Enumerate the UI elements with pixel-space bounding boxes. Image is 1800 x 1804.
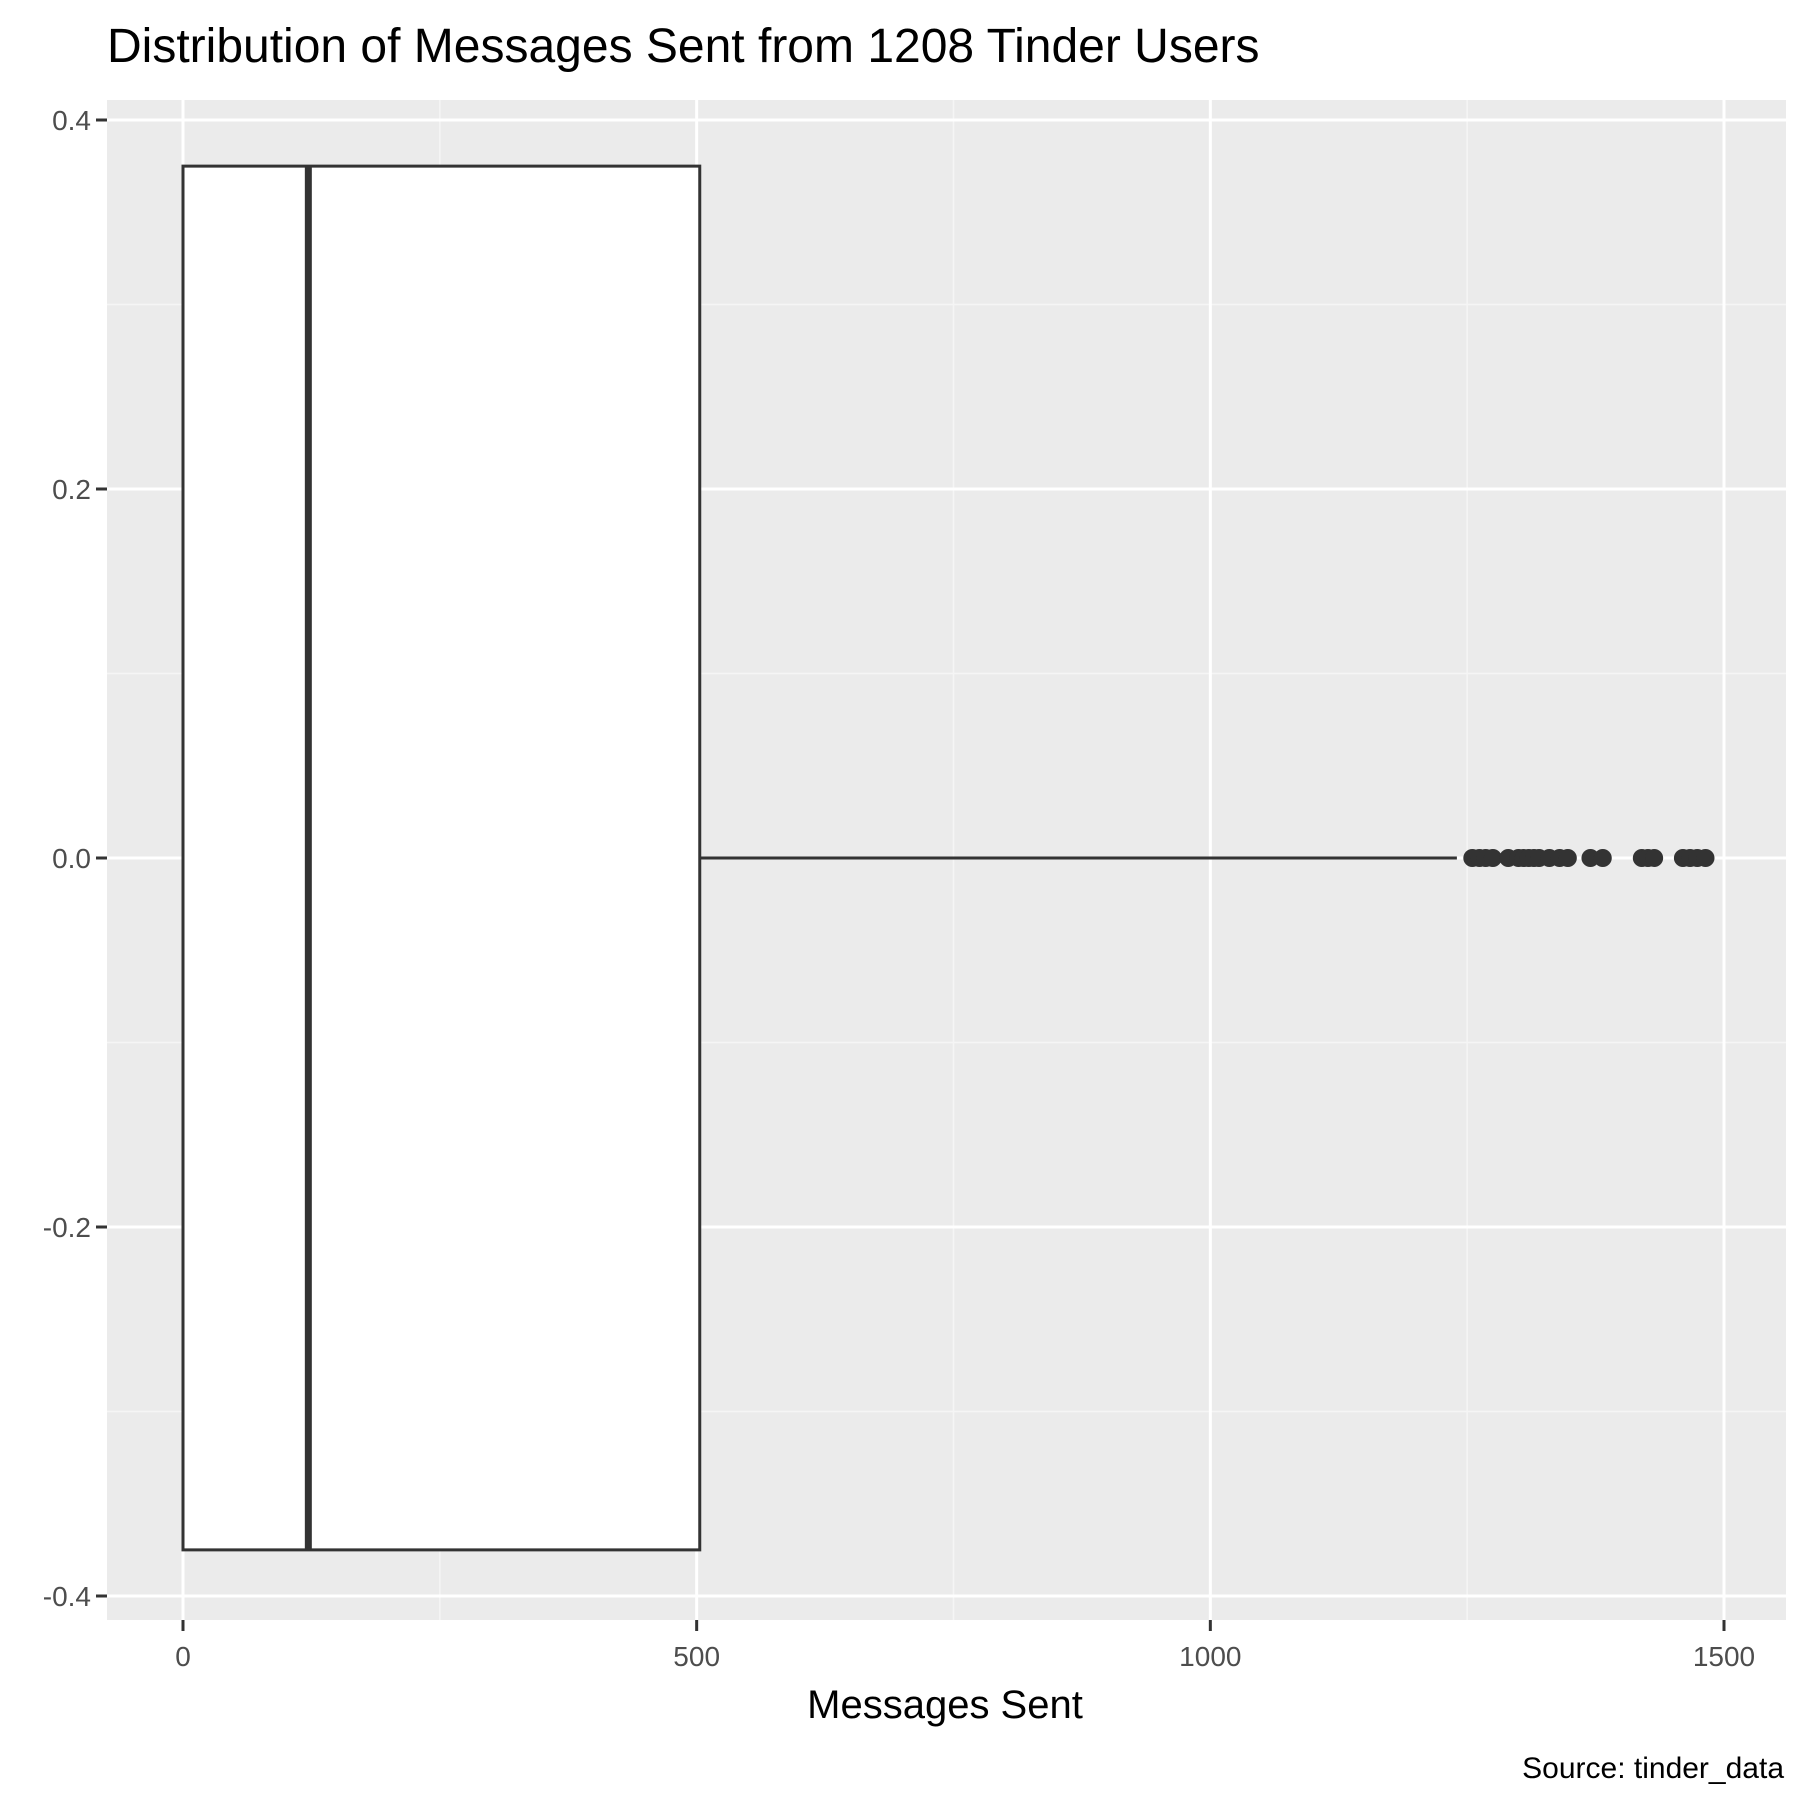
outlier-point — [1483, 849, 1502, 867]
outlier-point — [1696, 849, 1715, 867]
x-axis-title: Messages Sent — [807, 1683, 1083, 1727]
box-group — [181, 164, 1457, 1552]
outlier-points — [1463, 849, 1715, 867]
axes: 0.4 0.2 0.0 -0.2 -0.4 0 500 1000 1500 — [43, 105, 1755, 1672]
chart-title: Distribution of Messages Sent from 1208 … — [107, 20, 1260, 73]
iqr-box — [181, 164, 702, 1552]
y-tick-label: 0.2 — [52, 474, 91, 505]
x-tick-label: 500 — [673, 1641, 720, 1672]
y-tick-label: 0.0 — [52, 843, 91, 874]
x-tick-label: 0 — [175, 1641, 191, 1672]
x-tick-label: 1500 — [1693, 1641, 1755, 1672]
outlier-point — [1558, 849, 1577, 867]
y-tick-label: -0.4 — [43, 1581, 91, 1612]
y-tick-label: -0.2 — [43, 1212, 91, 1243]
x-tick-label: 1000 — [1179, 1641, 1241, 1672]
outlier-point — [1645, 849, 1664, 867]
chart-caption: Source: tinder_data — [1522, 1752, 1784, 1785]
outlier-point — [1581, 849, 1600, 867]
outlier-point — [1593, 849, 1612, 867]
y-tick-label: 0.4 — [52, 105, 91, 136]
